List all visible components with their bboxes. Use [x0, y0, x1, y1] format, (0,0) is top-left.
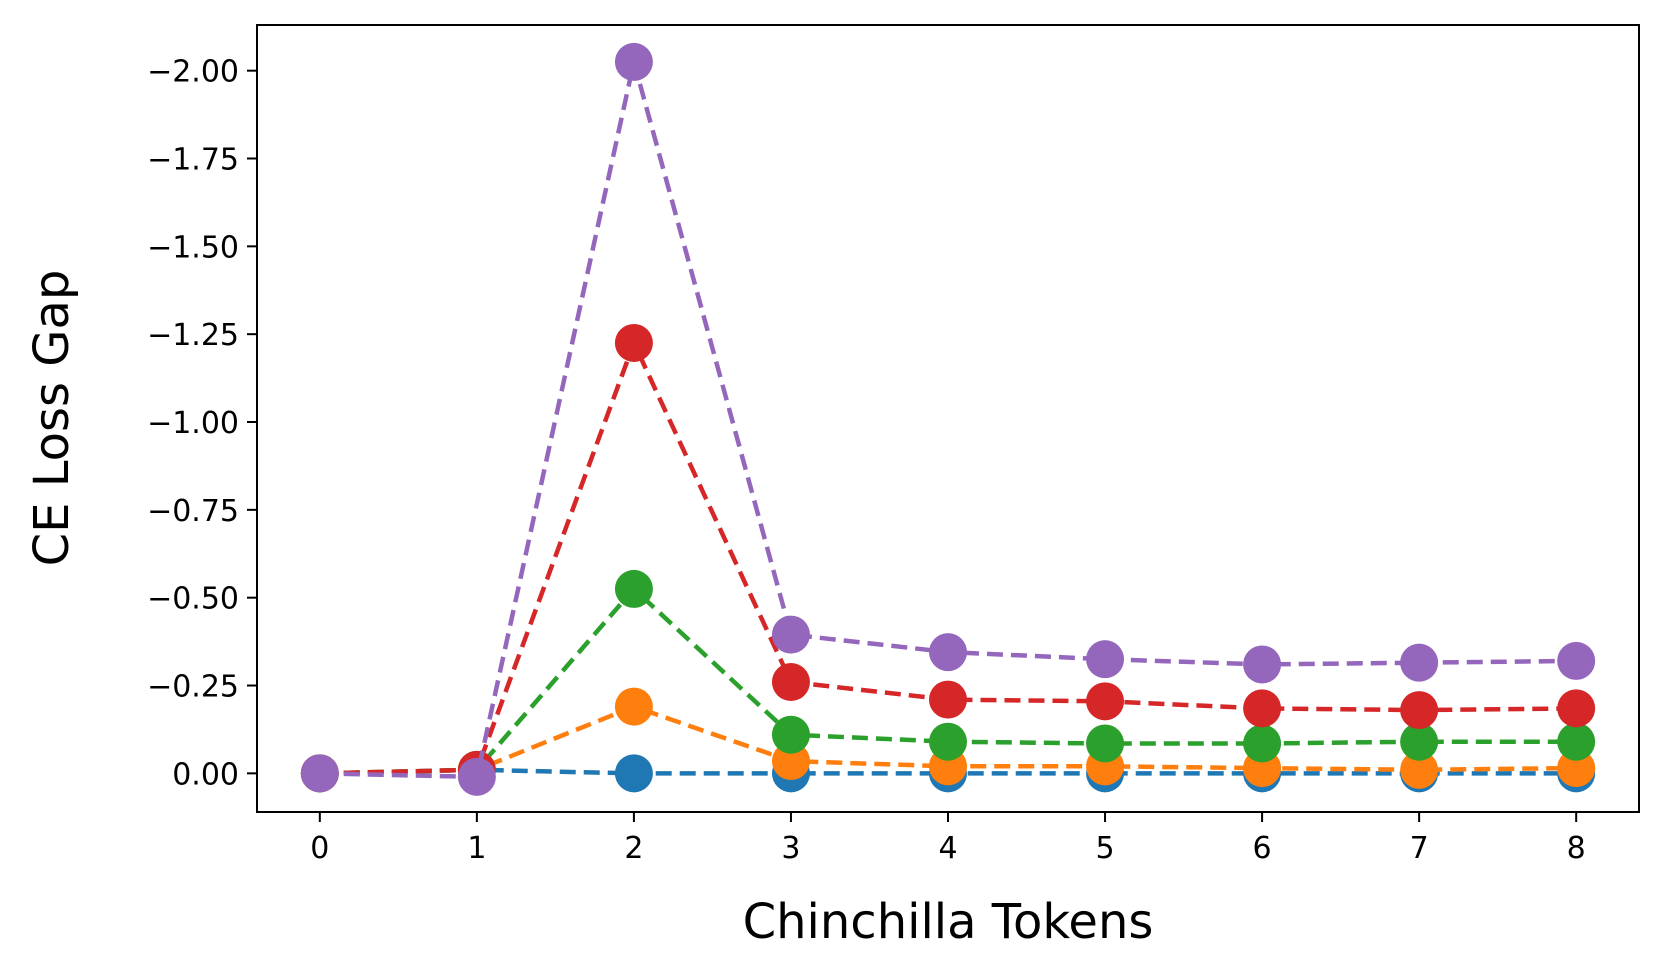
data-point	[1400, 691, 1439, 730]
data-point	[1557, 689, 1596, 728]
y-tick-label: −1.25	[147, 318, 239, 353]
data-point	[614, 569, 653, 608]
data-point	[1400, 722, 1439, 761]
y-tick-label: −1.00	[147, 406, 239, 441]
x-tick-label: 7	[1410, 831, 1429, 866]
data-point	[1086, 682, 1125, 721]
y-tick-label: 0.00	[172, 757, 239, 792]
x-tick-label: 1	[467, 831, 486, 866]
data-point	[929, 722, 967, 761]
data-point	[929, 680, 967, 719]
x-tick-label: 3	[781, 831, 800, 866]
data-point	[1557, 749, 1596, 788]
data-point	[457, 757, 496, 796]
y-tick-label: −1.75	[147, 143, 239, 178]
data-point	[1086, 724, 1125, 763]
y-tick-label: −0.25	[147, 670, 239, 705]
x-axis: 0 1 2 3 4 5 6 7 8	[310, 812, 1586, 866]
x-axis-label: Chinchilla Tokens	[743, 894, 1154, 950]
data-point	[1400, 643, 1439, 682]
x-tick-label: 4	[938, 831, 957, 866]
data-point	[614, 687, 653, 726]
y-tick-label: −0.75	[147, 494, 239, 529]
data-point	[1243, 645, 1282, 684]
y-axis: 0.00 −0.25 −0.50 −0.75 −1.00 −1.25 −1.50 −1.75 −…	[147, 55, 257, 792]
data-point	[1243, 724, 1282, 763]
data-point	[929, 633, 967, 672]
data-point	[771, 615, 810, 654]
y-tick-label: −2.00	[147, 55, 239, 90]
y-axis-label: CE Loss Gap	[24, 270, 80, 567]
data-point	[1243, 689, 1282, 728]
data-point	[614, 323, 653, 362]
x-tick-label: 0	[310, 831, 329, 866]
data-point	[771, 663, 810, 702]
data-point	[300, 754, 339, 793]
data-point	[771, 715, 810, 754]
y-tick-label: −1.50	[147, 230, 239, 265]
data-point	[614, 42, 653, 81]
data-point	[1557, 641, 1596, 680]
y-tick-label: −0.50	[147, 582, 239, 617]
series-layer	[300, 42, 1596, 796]
x-tick-label: 5	[1095, 831, 1114, 866]
data-point	[1557, 722, 1596, 761]
x-tick-label: 8	[1567, 831, 1586, 866]
data-point	[1086, 640, 1125, 679]
x-tick-label: 2	[624, 831, 643, 866]
data-point	[771, 742, 810, 781]
data-point	[1400, 750, 1439, 789]
series-4	[300, 42, 1596, 796]
data-point	[614, 754, 653, 793]
x-tick-label: 6	[1253, 831, 1272, 866]
